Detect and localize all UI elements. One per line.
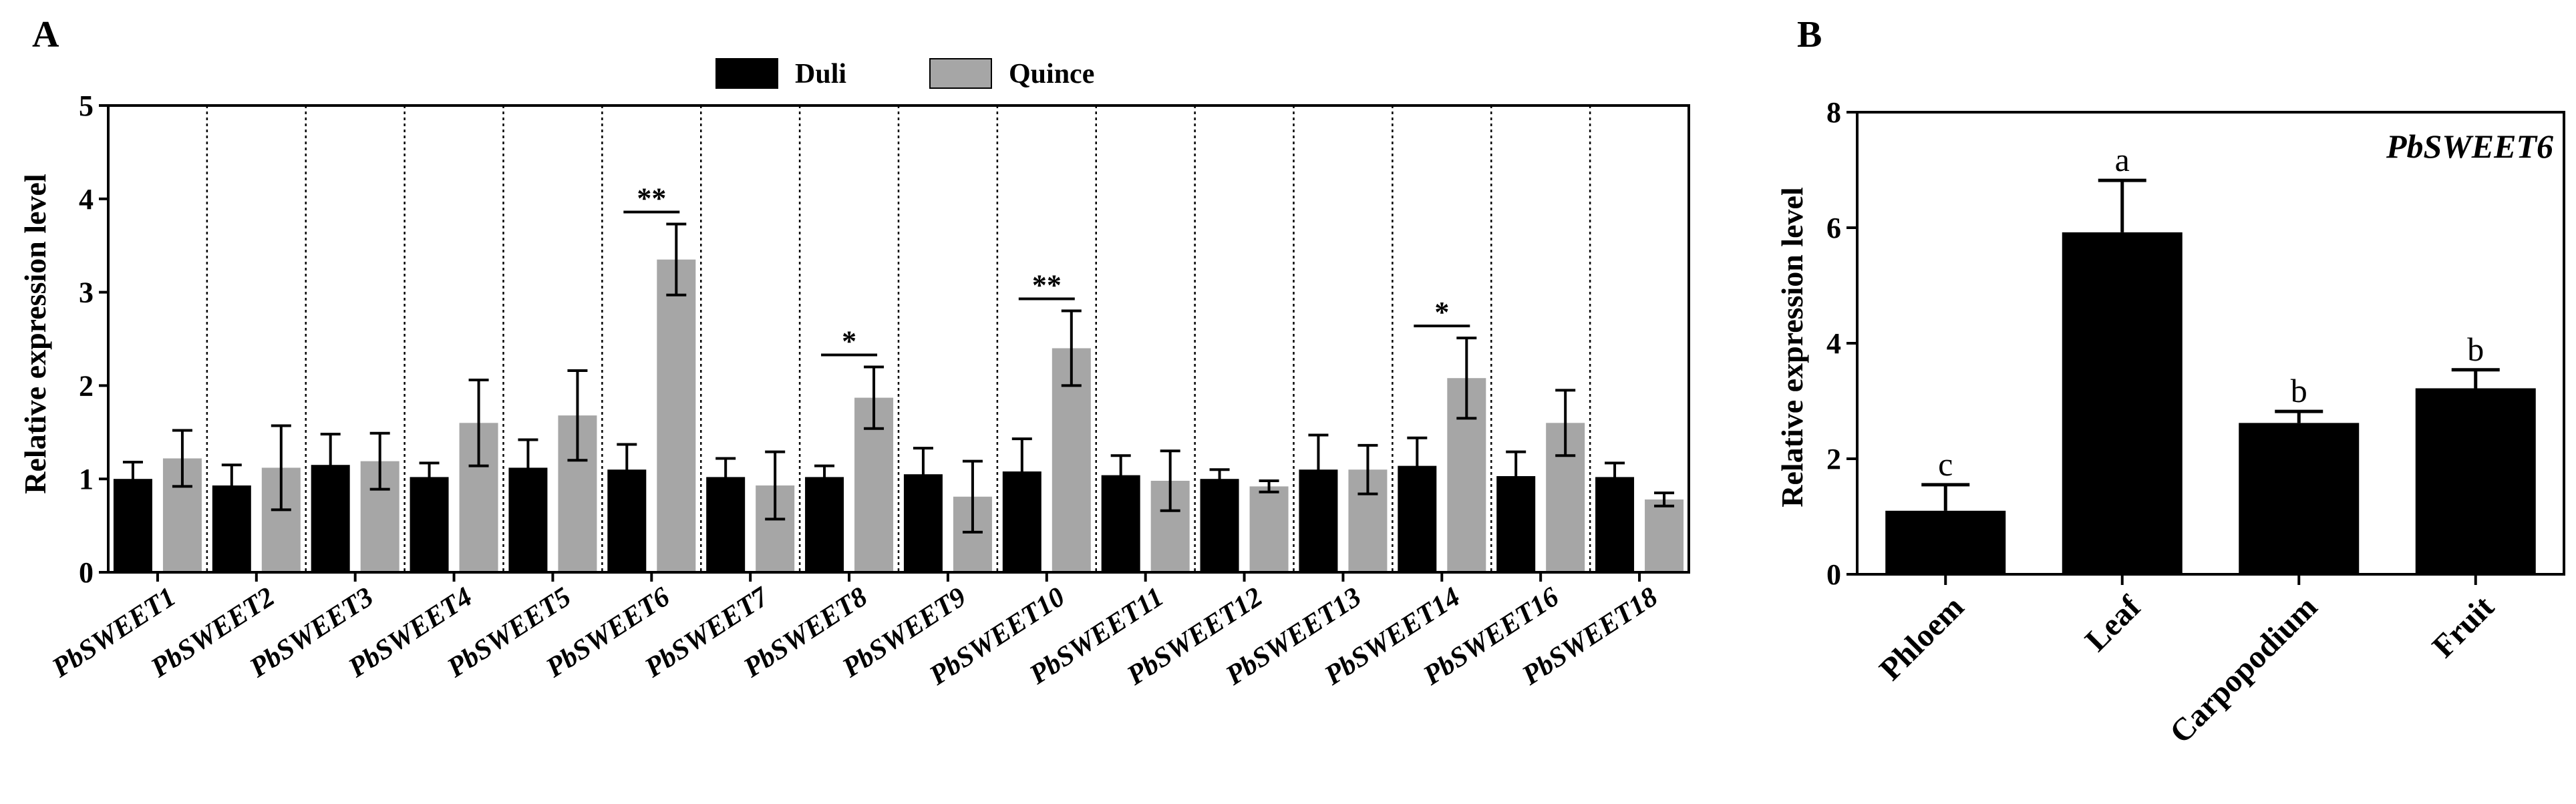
significance-letter: c: [1938, 445, 1953, 483]
y-tick-label: 6: [1826, 212, 1841, 244]
significance-marker: **: [1032, 269, 1062, 302]
chart-b-title: PbSWEET6: [2386, 128, 2553, 165]
y-tick-label: 2: [79, 369, 94, 402]
panel-b-letter: B: [1797, 14, 1822, 55]
chart-b-bars: c a b b: [1885, 141, 2536, 574]
x-tick-label: Phloem: [1873, 589, 1971, 687]
y-tick-label: 4: [79, 183, 94, 216]
bar-quince: [1249, 486, 1289, 572]
y-tick-label: 0: [1826, 558, 1841, 591]
x-tick-label: Fruit: [2426, 589, 2501, 664]
bar-fruit: [2415, 388, 2536, 574]
panel-a-letter: A: [32, 14, 59, 55]
significance-letter: b: [2291, 372, 2307, 409]
chart-a: PbSWEET1PbSWEET2PbSWEET3PbSWEET4PbSWEET5…: [18, 58, 1690, 692]
significance-marker: *: [842, 325, 856, 357]
x-tick-label: Carpopodium: [2163, 589, 2324, 750]
chart-a-annotations: ******: [623, 182, 1470, 357]
chart-a-bars: [113, 222, 1684, 572]
y-tick-label: 0: [79, 556, 94, 589]
bar-duli: [1200, 479, 1239, 572]
chart-a-axes: PbSWEET1PbSWEET2PbSWEET3PbSWEET4PbSWEET5…: [46, 89, 1690, 692]
bar-leaf: [2062, 232, 2183, 574]
x-tick-label: Leaf: [2078, 589, 2148, 658]
legend-swatch-duli: [715, 58, 778, 89]
significance-marker: **: [637, 182, 666, 215]
chart-a-legend: Duli Quince: [715, 58, 1094, 89]
significance-marker: *: [1434, 296, 1449, 329]
chart-a-ylabel: Relative expression level: [18, 174, 52, 494]
y-tick-label: 2: [1826, 443, 1841, 475]
plot-frame: [107, 104, 1690, 574]
legend-label-duli: Duli: [795, 59, 846, 89]
bar-duli: [410, 477, 449, 572]
legend-swatch-quince: [929, 58, 992, 89]
y-tick-label: 8: [1826, 96, 1841, 129]
bar-carpopodium: [2239, 423, 2360, 574]
legend-label-quince: Quince: [1009, 59, 1094, 89]
bar-quince: [657, 259, 696, 572]
y-tick-label: 4: [1826, 327, 1841, 360]
chart-b-ylabel: Relative expression level: [1775, 187, 1809, 508]
y-tick-label: 5: [79, 89, 94, 122]
bar-quince: [1645, 499, 1684, 572]
significance-letter: b: [2467, 331, 2484, 368]
chart-b: c a b b Phloem Leaf Carpopodium Fruit 0 2 4 6 8 Rel…: [1775, 96, 2565, 750]
significance-letter: a: [2115, 141, 2130, 178]
bar-duli: [805, 477, 844, 572]
bar-duli: [1595, 477, 1635, 572]
bar-phloem: [1885, 510, 2006, 574]
y-tick-label: 1: [79, 463, 94, 495]
y-tick-label: 3: [79, 276, 94, 309]
